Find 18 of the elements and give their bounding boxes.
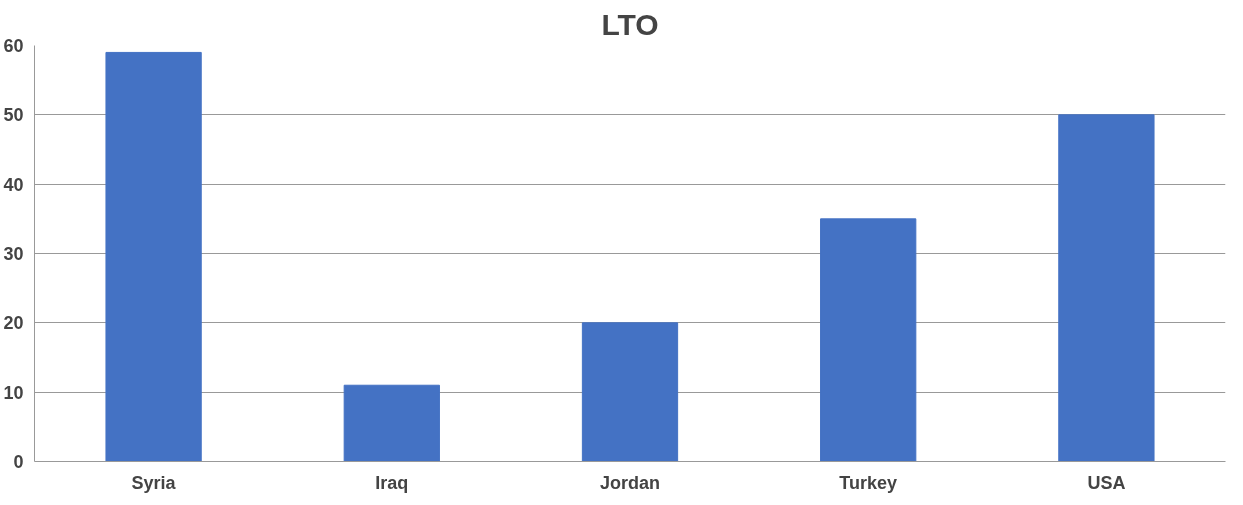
y-tick-label: 50 <box>3 105 24 126</box>
y-tick-label: 10 <box>3 382 24 403</box>
y-tick-label: 30 <box>3 244 24 264</box>
x-tick-label: USA <box>1087 472 1126 493</box>
y-tick-label: 40 <box>3 174 24 195</box>
chart-title: LTO <box>601 7 659 41</box>
y-tick-label: 0 <box>13 452 24 472</box>
bar <box>343 384 440 462</box>
bar <box>581 322 679 462</box>
x-tick-label: Iraq <box>375 472 409 493</box>
bar <box>1058 114 1155 462</box>
x-tick-label: Turkey <box>839 472 898 493</box>
bar <box>105 51 202 462</box>
y-tick-label: 60 <box>3 36 24 56</box>
x-tick-label: Syria <box>131 472 177 493</box>
x-tick-label: Jordan <box>599 472 661 493</box>
bar <box>820 218 917 462</box>
y-tick-label: 20 <box>3 313 24 334</box>
